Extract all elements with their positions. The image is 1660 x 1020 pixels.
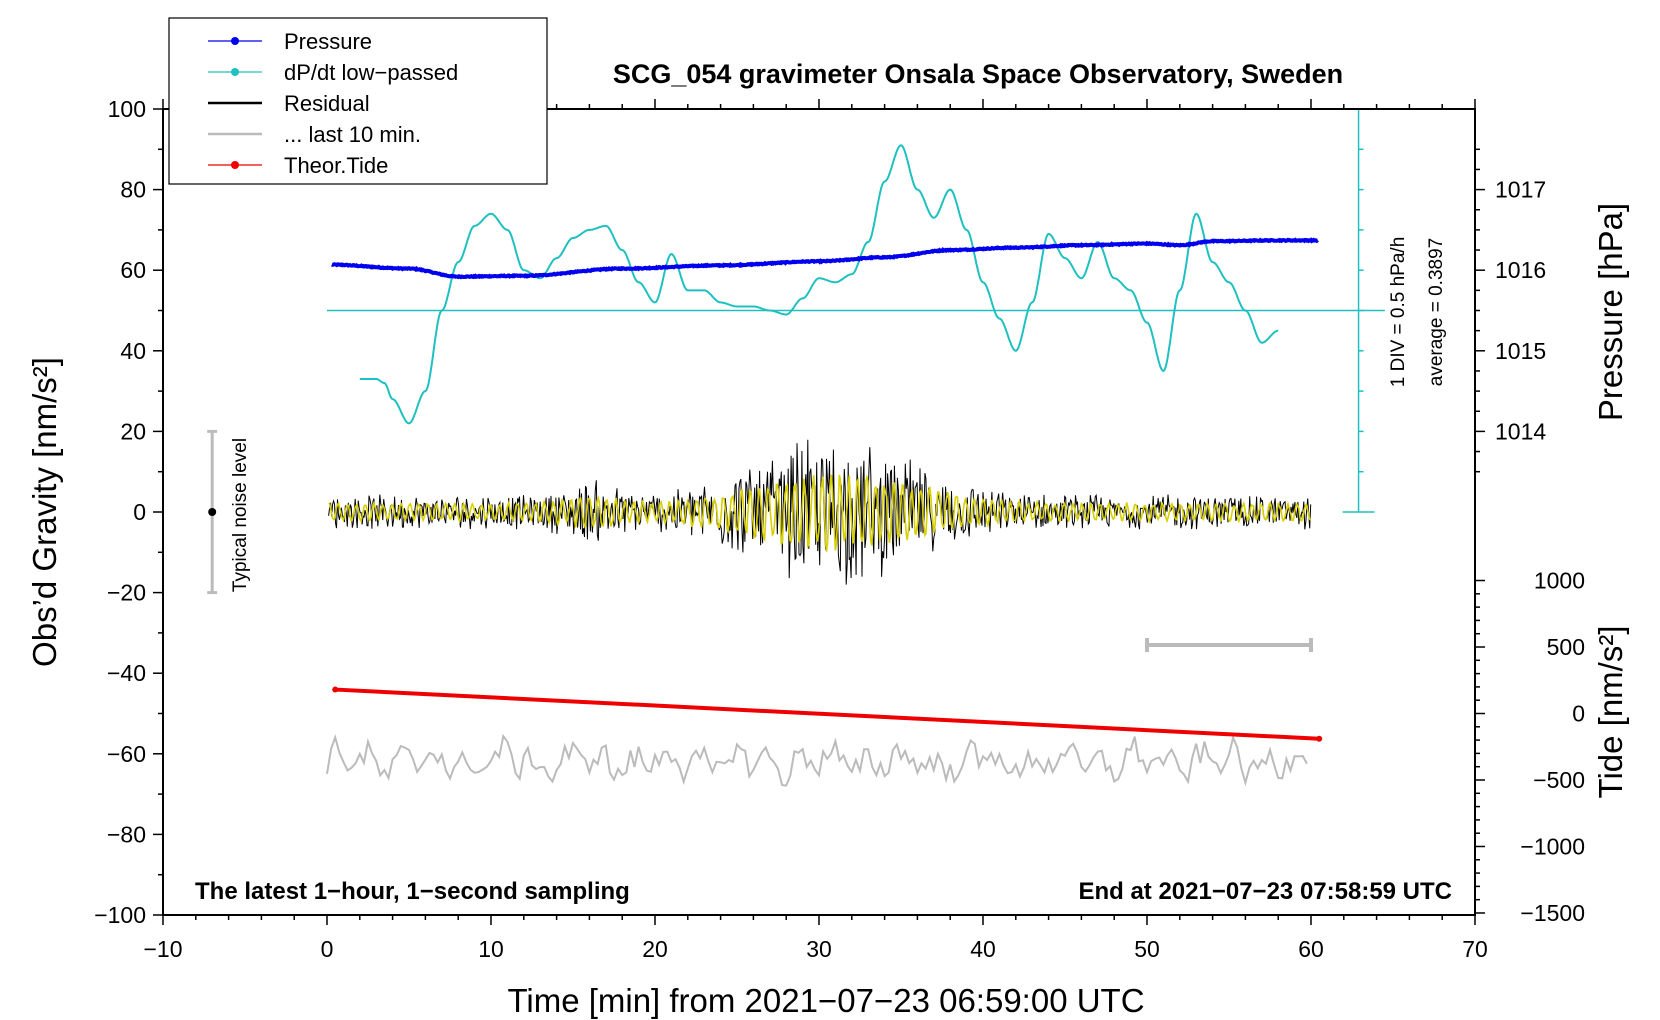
tide-endpoint bbox=[1316, 735, 1323, 742]
legend-marker bbox=[231, 37, 239, 45]
x-tick-label: 40 bbox=[970, 936, 996, 962]
y-tick-label: −40 bbox=[107, 660, 146, 686]
pressure-tick-label: 1014 bbox=[1495, 418, 1546, 444]
tide-tick-label: 1000 bbox=[1534, 568, 1585, 594]
last-10-min-bracket bbox=[1145, 637, 1313, 652]
y-tick-label: 20 bbox=[120, 418, 146, 444]
x-tick-label: 60 bbox=[1298, 936, 1324, 962]
noise-bar-center bbox=[208, 508, 217, 516]
y-tick-label: 0 bbox=[133, 499, 146, 525]
y-tick-label: −100 bbox=[94, 902, 146, 928]
series-theor-tide bbox=[335, 687, 1320, 741]
x-tick-labels: −10 0 10 20 30 40 50 60 70 bbox=[143, 936, 1487, 962]
y-axis-label-tide: Tide [nm/s²] bbox=[1592, 626, 1629, 799]
dpdt-scale-axis bbox=[1342, 109, 1375, 513]
x-tick-label: −10 bbox=[143, 936, 182, 962]
y-axis-label-gravity: Obs’d Gravity [nm/s²] bbox=[26, 357, 63, 667]
axis-ticks bbox=[153, 99, 1485, 925]
legend-label: ... last 10 min. bbox=[284, 122, 421, 147]
y-tick-label: 40 bbox=[120, 338, 146, 364]
dpdt-average-label: average = 0.3897 bbox=[1426, 238, 1447, 386]
y-tick-labels: −100 −80 −60 −40 −20 0 20 40 60 80 100 bbox=[94, 96, 146, 928]
footer-right-note: End at 2021−07−23 07:58:59 UTC bbox=[1078, 878, 1452, 905]
legend-label: Theor.Tide bbox=[284, 153, 388, 178]
legend-label: Pressure bbox=[284, 29, 372, 54]
chart-title: SCG_054 gravimeter Onsala Space Observat… bbox=[613, 59, 1343, 89]
x-axis-label: Time [min] from 2021−07−23 06:59:00 UTC bbox=[507, 982, 1144, 1019]
legend-label: Residual bbox=[284, 91, 370, 116]
x-tick-label: 30 bbox=[806, 936, 832, 962]
y-tick-label: −60 bbox=[107, 741, 146, 767]
tide-tick-labels: −1500 −1000 −500 0 500 1000 bbox=[1520, 568, 1585, 926]
tide-tick-label: −1500 bbox=[1520, 900, 1585, 926]
tide-tick-label: 0 bbox=[1572, 701, 1585, 727]
y-tick-label: −20 bbox=[107, 580, 146, 606]
dpdt-scale-label: 1 DIV = 0.5 hPa/h bbox=[1388, 237, 1409, 388]
noise-level-label: Typical noise level bbox=[230, 438, 251, 592]
x-tick-label: 10 bbox=[478, 936, 504, 962]
tide-tick-label: 500 bbox=[1547, 634, 1585, 660]
legend-marker bbox=[231, 68, 239, 76]
tide-tick-label: −500 bbox=[1533, 767, 1585, 793]
y-tick-label: 80 bbox=[120, 177, 146, 203]
tide-tick-label: −1000 bbox=[1520, 833, 1585, 859]
pressure-tick-labels: 1014 1015 1016 1017 bbox=[1495, 177, 1546, 445]
pressure-tick-label: 1015 bbox=[1495, 338, 1546, 364]
y-tick-label: 100 bbox=[108, 96, 146, 122]
series-dpdt-low-passed bbox=[359, 144, 1279, 425]
legend: Pressure dP/dt low−passed Residual ... last… bbox=[168, 17, 548, 185]
pressure-tick-label: 1016 bbox=[1495, 257, 1546, 283]
y-tick-label: 60 bbox=[120, 257, 146, 283]
y-tick-label: −80 bbox=[107, 821, 146, 847]
x-tick-label: 0 bbox=[321, 936, 334, 962]
series-residual-filtered bbox=[328, 474, 1312, 552]
pressure-tick-label: 1017 bbox=[1495, 177, 1546, 203]
x-tick-label: 50 bbox=[1134, 936, 1160, 962]
x-tick-label: 20 bbox=[642, 936, 668, 962]
noise-level-bar bbox=[207, 429, 218, 595]
series-last-10-min bbox=[326, 733, 1308, 787]
y-axis-label-pressure: Pressure [hPa] bbox=[1592, 203, 1629, 421]
tide-endpoint bbox=[332, 686, 339, 693]
legend-marker bbox=[231, 161, 239, 169]
series-pressure bbox=[331, 237, 1319, 280]
x-tick-label: 70 bbox=[1462, 936, 1488, 962]
footer-left-note: The latest 1−hour, 1−second sampling bbox=[195, 878, 630, 905]
legend-label: dP/dt low−passed bbox=[284, 60, 458, 85]
